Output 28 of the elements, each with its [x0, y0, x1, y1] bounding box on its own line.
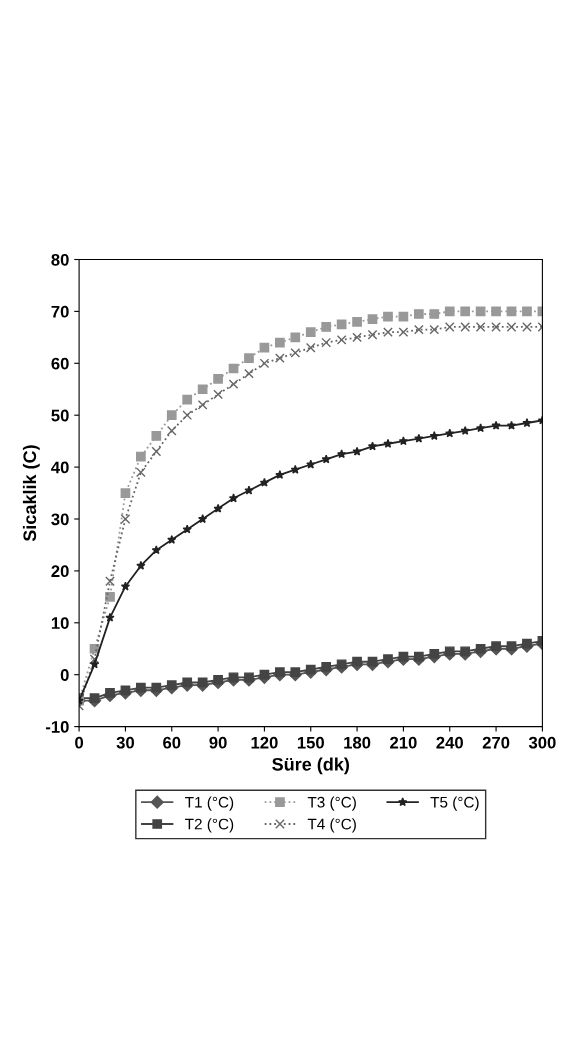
legend-label: T5 (°C): [430, 796, 479, 811]
legend-label: T3 (°C): [307, 796, 356, 811]
legend-label: T4 (°C): [307, 818, 356, 833]
legend-label: T2 (°C): [185, 818, 234, 833]
x-tick-label: 90: [209, 736, 227, 749]
legend-label: T1 (°C): [185, 796, 234, 811]
x-tick-label: 30: [116, 736, 135, 749]
y-tick-label: 0: [60, 669, 69, 681]
x-tick-label: 240: [436, 736, 463, 749]
y-tick-label: 20: [51, 565, 69, 578]
y-tick-label: 30: [51, 513, 69, 526]
y-axis-title: Sicaklik (C): [22, 445, 40, 542]
x-tick-label: 270: [482, 736, 510, 749]
y-tick-label: 50: [51, 409, 69, 422]
y-tick-label: 70: [51, 305, 69, 318]
x-tick-label: 210: [390, 736, 417, 749]
y-tick-label: -10: [45, 721, 69, 733]
y-tick-label: 80: [51, 253, 69, 266]
y-tick-label: 10: [51, 617, 69, 629]
x-tick-label: 150: [297, 736, 324, 749]
x-tick-label: 180: [344, 736, 371, 749]
x-tick-label: 300: [528, 736, 556, 749]
x-tick-label: 60: [163, 736, 181, 749]
y-tick-label: 40: [51, 461, 69, 474]
x-axis-title: Süre (dk): [272, 757, 349, 775]
x-tick-label: 120: [251, 736, 278, 749]
x-tick-label: 0: [75, 736, 84, 749]
y-tick-label: 60: [51, 357, 69, 370]
